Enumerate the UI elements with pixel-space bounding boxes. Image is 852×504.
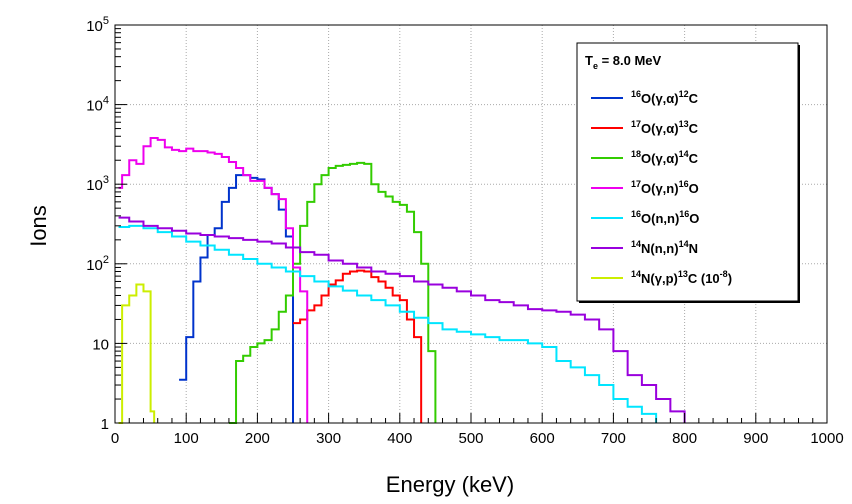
series-line-2 [228,161,437,424]
series-line-5 [118,216,686,423]
y-tick-label: 105 [86,15,109,35]
y-tick-label: 10 [92,336,109,353]
x-tick-label: 800 [672,430,697,447]
x-tick-label: 700 [601,430,626,447]
series-line-3 [118,137,309,423]
y-tick-label: 103 [86,174,109,194]
legend-entry: 17O(γ,α)13C [631,119,699,136]
x-tick-label: 200 [245,430,270,447]
x-axis: 0 100 200 300 400 500 600 700 800 900 1000 [111,413,844,447]
x-tick-label: 100 [174,430,199,447]
x-tick-label: 400 [387,430,412,447]
x-tick-label: 600 [530,430,555,447]
x-tick-label: 300 [316,430,341,447]
legend-header: Te = 8.0 MeV [585,53,662,71]
x-axis-title: Energy (keV) [386,472,514,497]
y-tick-label: 1 [101,416,109,433]
x-tick-label: 900 [743,430,768,447]
legend-box [576,42,799,302]
x-tick-label: 500 [458,430,483,447]
legend-entry: 18O(γ,α)14C [631,149,699,166]
y-axis: 1 10 102 103 104 105 [86,15,127,433]
series-layer [118,137,686,424]
y-axis-title: Ions [26,205,51,247]
series-line-6 [118,283,156,424]
series-line-4 [118,224,658,423]
legend: Te = 8.0 MeV 16O(γ,α)12C 17O(γ,α)13C 18O(γ,… [576,42,800,303]
legend-entry: 16O(γ,α)12C [631,89,699,106]
x-tick-label: 1000 [810,430,843,447]
legend-entry: 14N(n,n)14N [631,239,698,256]
y-tick-label: 102 [86,254,109,274]
y-tick-label: 104 [86,95,109,115]
legend-entry: 14N(γ,p)13C (10-8) [631,269,732,286]
series-line-1 [293,269,423,423]
legend-entry: 17O(γ,n)16O [631,179,699,196]
legend-entry: 16O(n,n)16O [631,209,699,226]
x-tick-label: 0 [111,430,119,447]
